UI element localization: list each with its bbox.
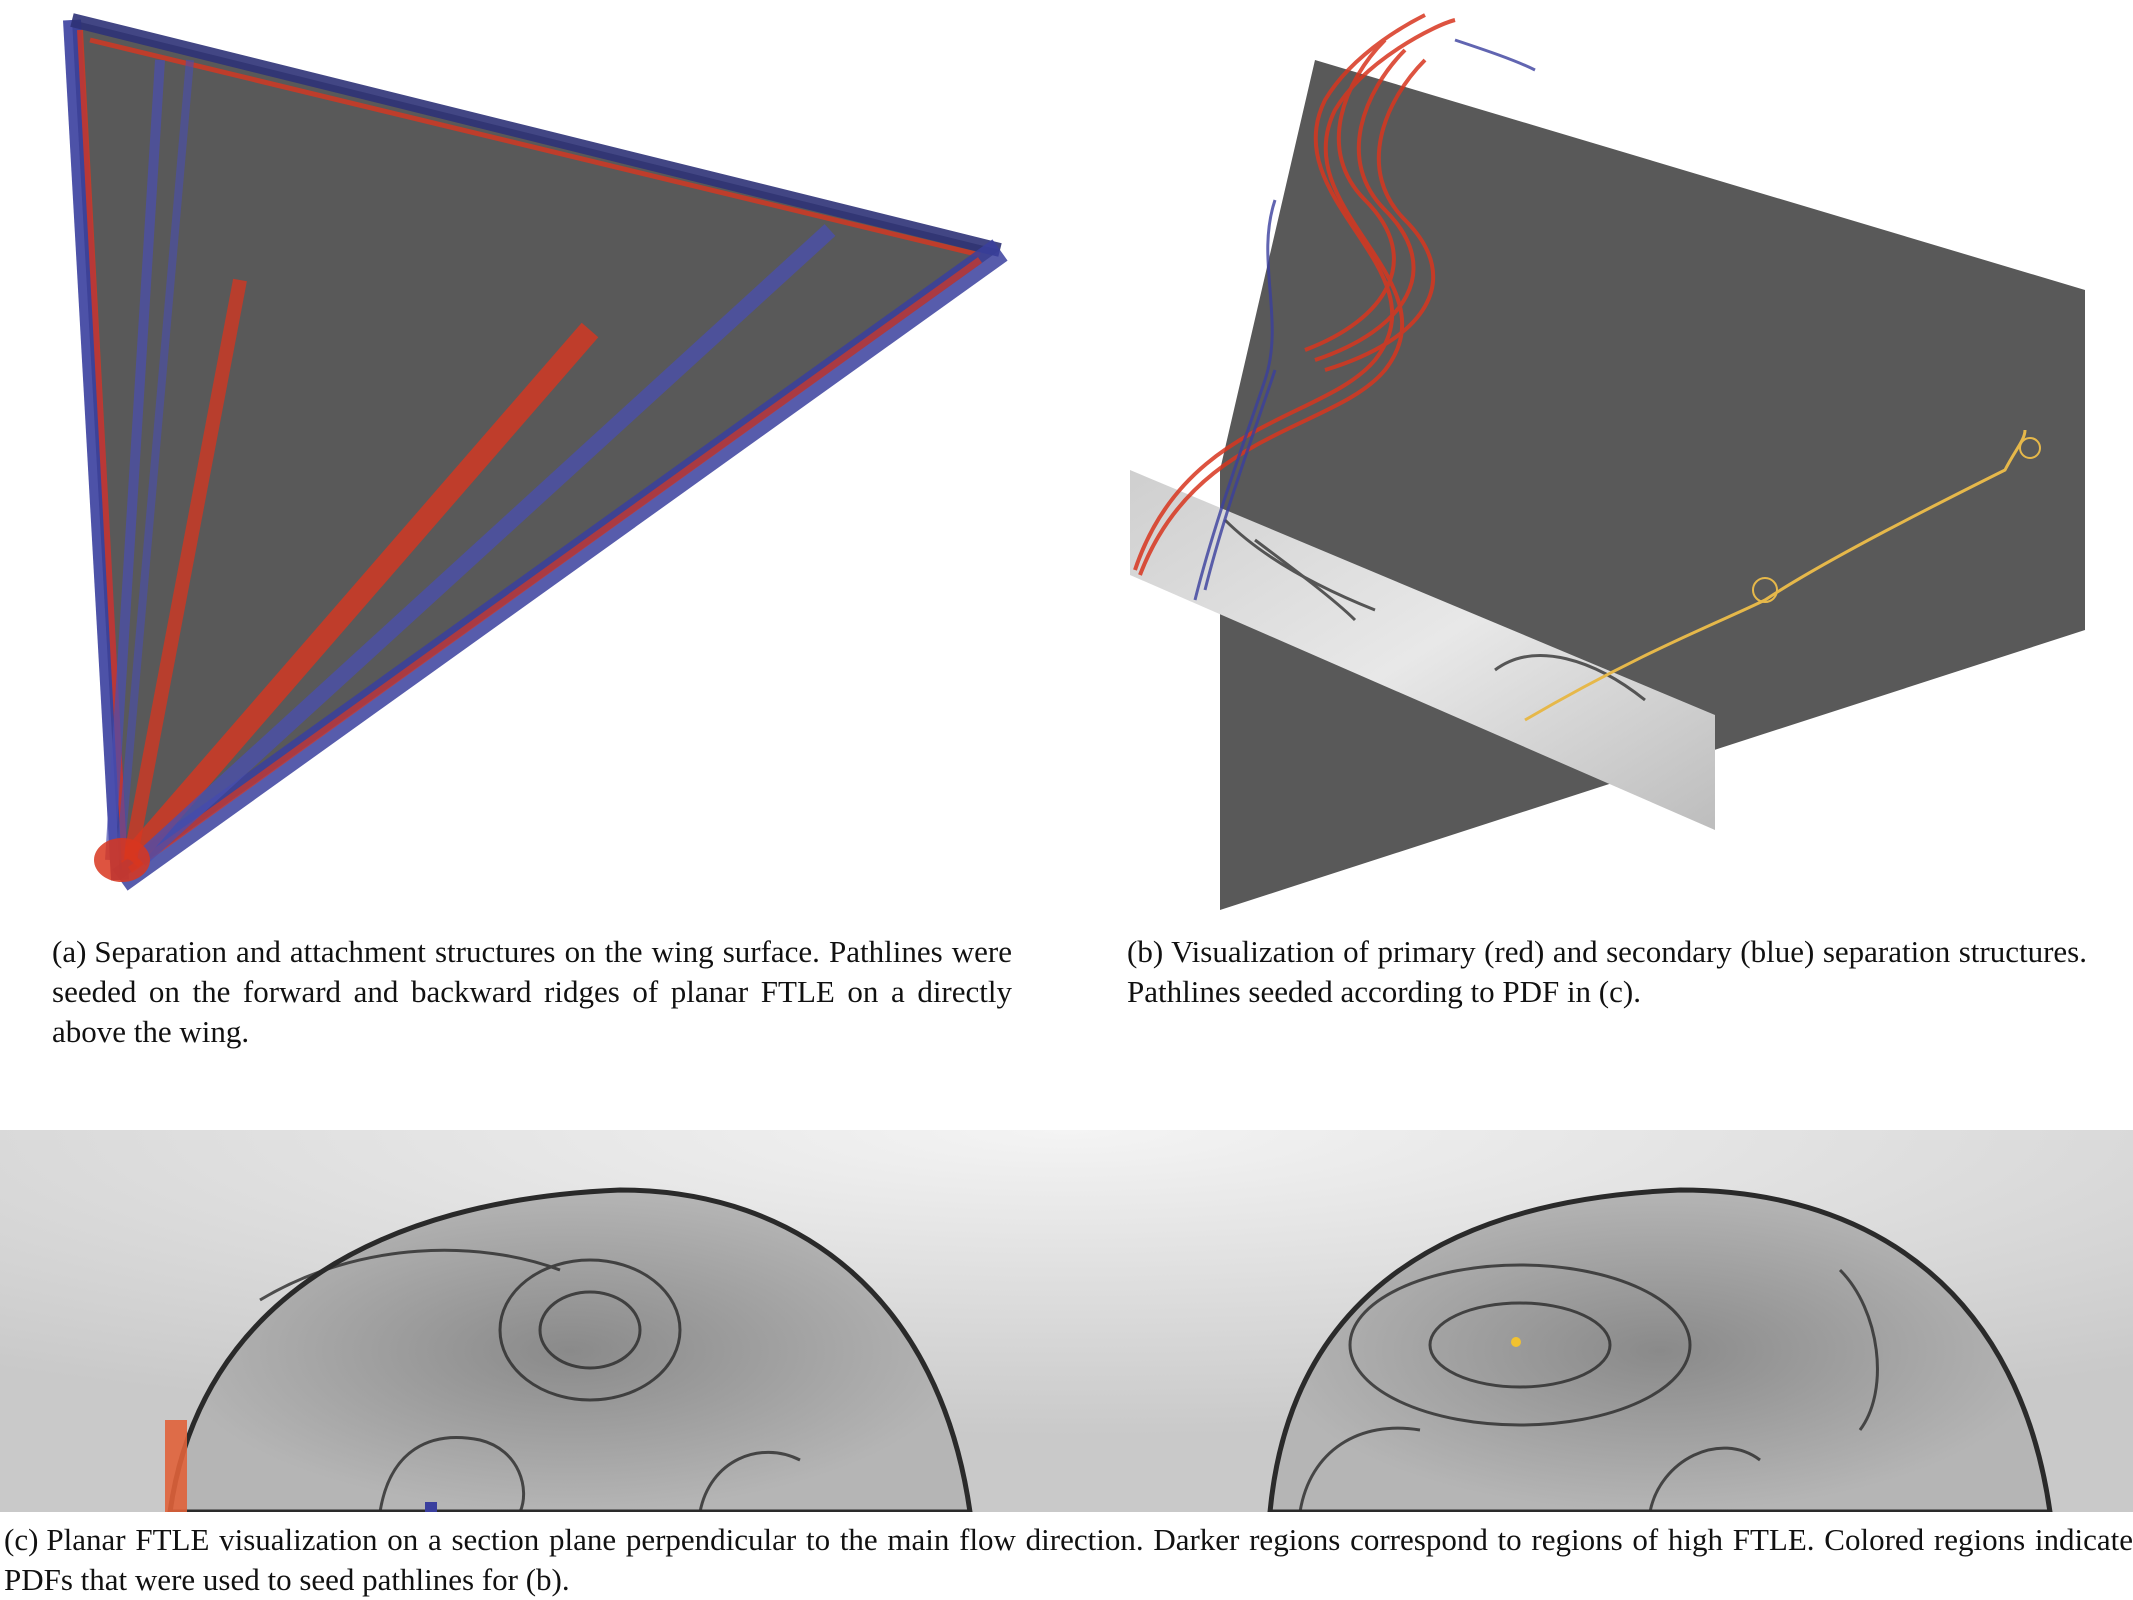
- pdf-region-yellow: [1511, 1337, 1521, 1347]
- leading-edge-left-pathlines: [63, 19, 129, 881]
- attachment-line-left-blue-2: [116, 59, 194, 861]
- caption-b-tag: (b): [1127, 934, 1164, 969]
- seed-loop-2: [2019, 437, 2041, 459]
- slice-ridges: [1223, 518, 1646, 702]
- caption-c-text: Planar FTLE visualization on a section p…: [4, 1522, 2133, 1597]
- trailing-edge-pathlines-red: [127, 257, 983, 873]
- primary-separation-pathlines: [1133, 13, 1456, 576]
- caption-a-tag: (a): [52, 934, 87, 969]
- figure-a-wing-surface: [63, 13, 1008, 891]
- caption-b: (b) Visualization of primary (red) and se…: [1127, 932, 2087, 1012]
- seed-loop-1: [1752, 577, 1778, 603]
- caption-a-text: Separation and attachment structures on …: [52, 934, 1012, 1049]
- leading-edge-top-pathlines: [70, 13, 1002, 257]
- secondary-separation-pathlines: [1193, 38, 1536, 601]
- left-vortex-ridges: [259, 1248, 801, 1512]
- seeded-pathline-yellow: [1524, 429, 2027, 722]
- attachment-line-left-blue: [105, 59, 165, 861]
- leading-edge-top-pathlines-red: [89, 37, 981, 258]
- separation-line-primary: [121, 322, 599, 868]
- pdf-region-blue: [425, 1502, 437, 1512]
- pdf-region-red: [165, 1420, 187, 1512]
- figure-c-planar-ftle: [0, 1130, 2133, 1512]
- left-vortex-boundary: [167, 1187, 973, 1512]
- caption-b-text: Visualization of primary (red) and secon…: [1127, 934, 2087, 1009]
- caption-c-tag: (c): [4, 1522, 39, 1557]
- apex-pathline-cluster: [94, 838, 150, 882]
- caption-a: (a) Separation and attachment structures …: [52, 932, 1012, 1052]
- figure-b-separation-3d: [1130, 13, 2085, 910]
- right-vortex-ridges: [1298, 1263, 1879, 1512]
- separation-line-secondary: [134, 224, 836, 866]
- attachment-line-left: [123, 278, 247, 862]
- caption-c: (c) Planar FTLE visualization on a sectio…: [4, 1520, 2133, 1600]
